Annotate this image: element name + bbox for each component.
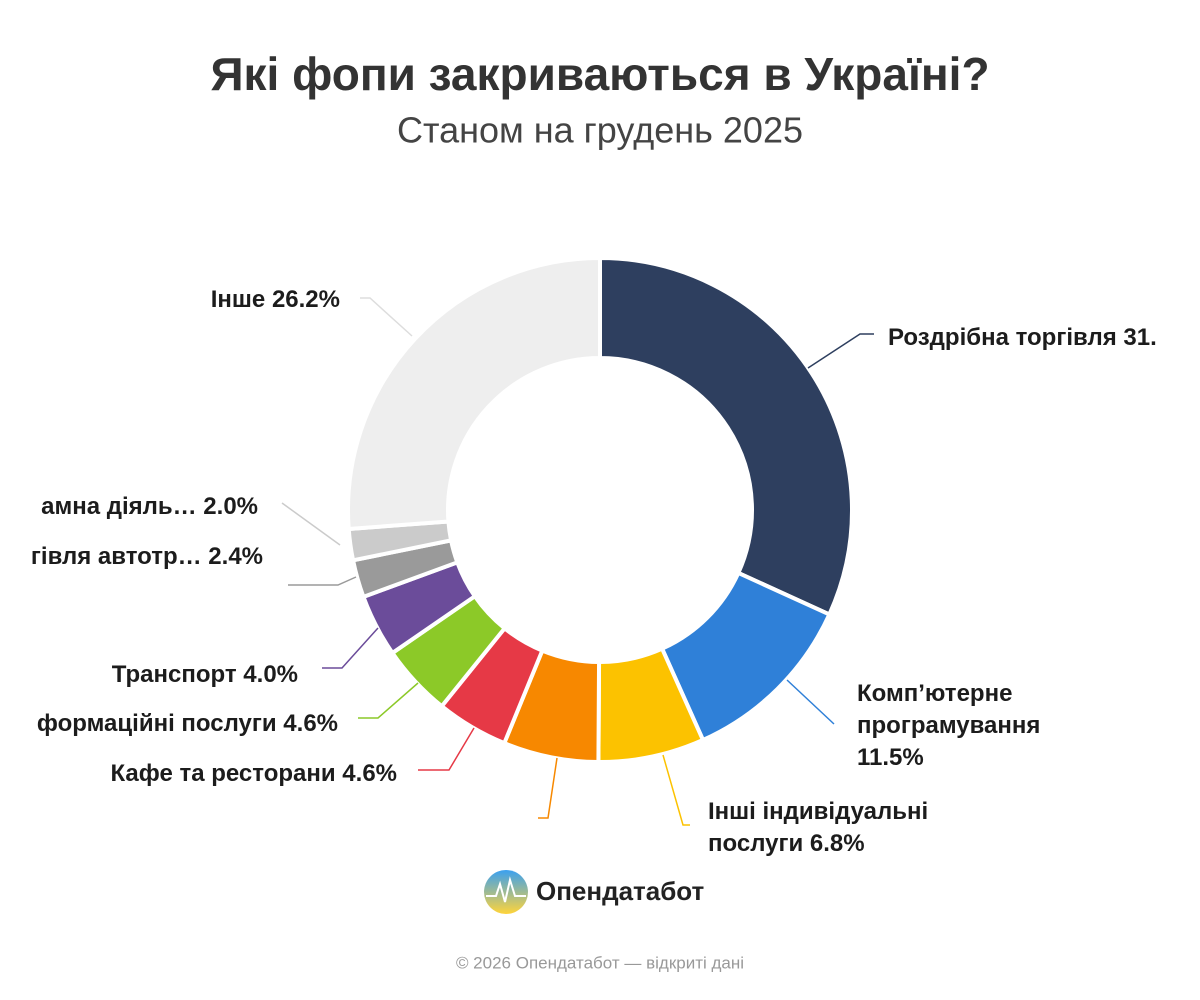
chart-subtitle: Станом на грудень 2025 [397, 110, 803, 151]
slice-category: гівля автотр… [30, 543, 202, 570]
slice-label: амна діяль… 2.0% [41, 491, 258, 523]
logo-text: Опендатабот [536, 876, 705, 906]
slice-value-label: 31. [1123, 324, 1157, 351]
logo: Опендатабот [484, 870, 705, 914]
slice-value-label: 6.8% [809, 830, 865, 857]
chart-title: Які фопи закриваються в Україні? [210, 48, 989, 100]
leader-line [288, 576, 357, 586]
slice-category: Кафе та ресторани [110, 760, 336, 787]
slice [598, 256, 854, 617]
slice-value-label: 4.0% [243, 661, 298, 688]
leader-line [281, 502, 341, 546]
slice [346, 256, 602, 531]
slice-label: Інші індивідуальні послуги 6.8% [708, 796, 978, 860]
slice-category: Роздрібна торгівля [888, 324, 1117, 351]
slice-label: Інше 26.2% [211, 284, 340, 316]
slice-category: Інші індивідуальні послуги [708, 798, 929, 857]
slice-label: Транспорт 4.0% [112, 659, 298, 691]
slice-category: амна діяль… [41, 493, 197, 520]
slice-label: гівля автотр… 2.4% [31, 541, 263, 573]
slice-category: Транспорт [111, 661, 237, 688]
leader-line [807, 333, 874, 369]
leader-line [360, 297, 413, 337]
slice-label: формаційні послуги 4.6% [37, 708, 338, 740]
leader-line [358, 682, 419, 719]
slice-value-label: 4.6% [342, 760, 397, 787]
leader-line [662, 754, 690, 826]
footer: © 2026 Опендатабот — відкриті дані [456, 953, 744, 972]
logo-icon [484, 870, 528, 914]
leader-line [538, 757, 558, 819]
slice-category: Інше [210, 286, 266, 313]
slice-value-label: 11.5% [857, 744, 924, 771]
leader-line [418, 727, 475, 771]
slice-value-label: 4.6% [283, 710, 338, 737]
leader-line [786, 679, 835, 725]
slice-label: Роздрібна торгівля 31. [888, 322, 1157, 354]
slice-value-label: 2.4% [208, 543, 263, 570]
slice-value-label: 2.0% [203, 493, 258, 520]
slice-category: формаційні послуги [36, 710, 277, 737]
slice-label: Комп’ютерне програмування 11.5% [857, 678, 1087, 774]
slice-category: Комп’ютерне програмування [857, 680, 1041, 739]
slice-value-label: 26.2% [271, 286, 340, 313]
leader-line [322, 627, 379, 669]
slice-label: Кафе та ресторани 4.6% [110, 758, 397, 790]
logo-pulse [486, 876, 526, 903]
